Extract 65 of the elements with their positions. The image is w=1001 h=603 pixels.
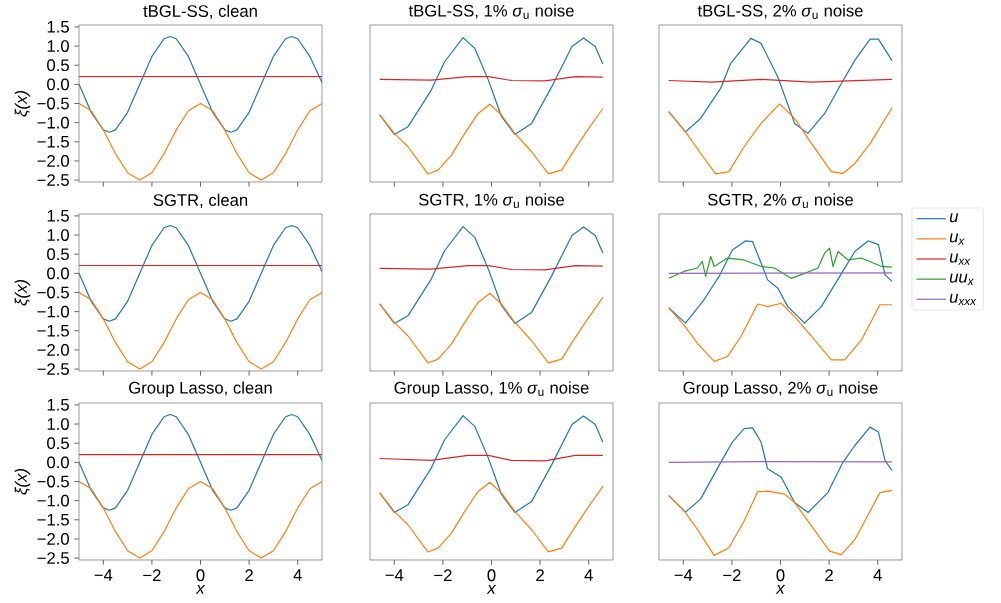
- y-tick-label: −1.0: [37, 494, 69, 507]
- chart-title: SGTR, 2% σ$_{u}$ noise: [708, 193, 853, 208]
- y-tick-label: −1.0: [37, 116, 69, 129]
- x-axis-title: x: [195, 584, 206, 594]
- legend-label: uu$_{x}$: [949, 273, 974, 285]
- y-tick-label: 0.0: [47, 78, 69, 91]
- x-tick-label: −2: [143, 569, 161, 581]
- x-tick-label: 4: [873, 569, 882, 581]
- y-tick-label: 1.0: [47, 229, 69, 241]
- chart-title: SGTR, clean: [153, 193, 248, 208]
- x-tick-label: −4: [385, 569, 404, 581]
- x-tick-label: 0: [487, 569, 496, 582]
- y-tick-label: 0.5: [47, 248, 69, 261]
- y-tick-label: 1.5: [47, 399, 69, 411]
- y-tick-label: 1.5: [47, 21, 69, 33]
- x-tick-label: −4: [674, 569, 693, 581]
- x-tick-label: 2: [825, 569, 833, 581]
- x-tick-label: 2: [536, 569, 544, 581]
- x-tick-label: 0: [196, 569, 205, 582]
- y-tick-label: 0.5: [47, 437, 69, 450]
- y-tick-label: −2.5: [37, 363, 69, 375]
- x-tick-label: −2: [434, 569, 452, 581]
- x-tick-label: 4: [293, 569, 302, 581]
- y-tick-label: 1.0: [47, 40, 69, 52]
- y-tick-label: 0.0: [47, 456, 69, 469]
- chart-title: tBGL-SS, clean: [143, 4, 257, 19]
- y-tick-label: −0.5: [37, 97, 69, 110]
- y-tick-label: 0.5: [47, 59, 69, 72]
- chart-title: tBGL-SS, 2% σ$_{u}$ noise: [697, 4, 863, 19]
- chart-title: SGTR, 1% σ$_{u}$ noise: [419, 193, 564, 208]
- x-tick-label: 4: [584, 569, 593, 581]
- y-tick-label: −0.5: [37, 475, 69, 488]
- y-tick-label: −2.0: [37, 155, 69, 167]
- y-tick-label: −2.0: [37, 344, 69, 356]
- legend-label: u: [949, 213, 959, 223]
- line-series: [79, 291, 323, 370]
- y-tick-label: −0.5: [37, 286, 69, 299]
- chart-title: Group Lasso, clean: [129, 381, 272, 397]
- x-tick-label: 0: [776, 569, 785, 582]
- legend-label: u$_{xx}$: [949, 253, 971, 265]
- y-tick-label: 1.0: [47, 418, 69, 430]
- line-series: [79, 480, 323, 559]
- y-axis-title: ξ(x): [14, 280, 31, 306]
- chart-title: Group Lasso, 2% σ$_{u}$ noise: [683, 381, 878, 397]
- y-tick-label: −1.5: [37, 324, 69, 337]
- y-tick-label: −2.5: [37, 174, 69, 186]
- x-axis-title: x: [775, 584, 786, 594]
- y-tick-label: −1.0: [37, 305, 69, 318]
- y-axis-title: ξ(x): [14, 91, 31, 117]
- x-axis-title: x: [486, 584, 497, 594]
- line-series: [79, 102, 323, 181]
- chart-title: tBGL-SS, 1% σ$_{u}$ noise: [408, 4, 574, 19]
- y-tick-label: −2.0: [37, 533, 69, 545]
- x-tick-label: 2: [245, 569, 253, 581]
- chart-title: Group Lasso, 1% σ$_{u}$ noise: [394, 381, 589, 397]
- y-tick-label: 0.0: [47, 267, 69, 280]
- legend-label: u$_{x}$: [949, 233, 965, 245]
- y-tick-label: −2.5: [37, 552, 69, 564]
- legend-label: u$_{xxx}$: [949, 293, 977, 306]
- y-axis-title: ξ(x): [14, 469, 31, 495]
- x-tick-label: −2: [723, 569, 741, 581]
- y-tick-label: −1.5: [37, 135, 69, 148]
- y-tick-label: 1.5: [47, 210, 69, 222]
- x-tick-label: −4: [94, 569, 113, 581]
- y-tick-label: −1.5: [37, 513, 69, 526]
